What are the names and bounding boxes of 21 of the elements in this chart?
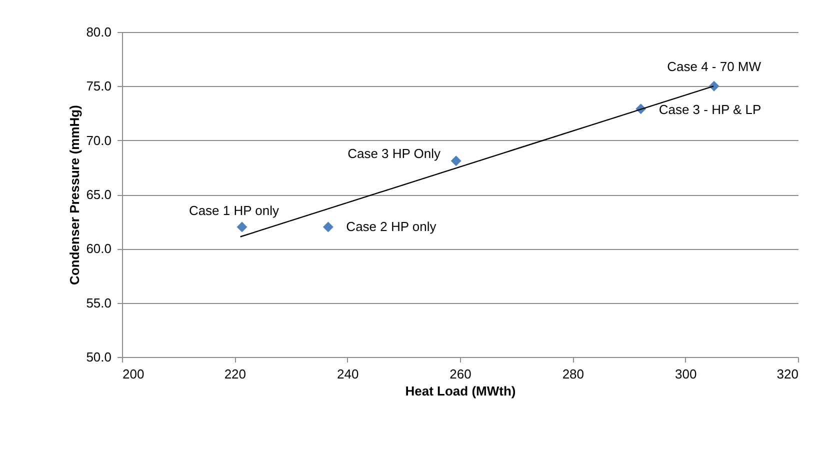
annotation: Case 1 HP only bbox=[188, 203, 280, 218]
y-tick-label: 65.0 bbox=[86, 187, 112, 202]
annotation: Case 3 - HP & LP bbox=[658, 102, 762, 117]
y-tick-label: 60.0 bbox=[86, 241, 112, 256]
x-tick-label: 280 bbox=[562, 366, 584, 382]
annotation: Case 2 HP only bbox=[346, 219, 437, 234]
x-axis-title: Heat Load (MWth) bbox=[405, 384, 516, 398]
annotation: Case 3 HP Only bbox=[348, 146, 442, 161]
x-tick-label: 260 bbox=[450, 366, 472, 382]
y-tick-label: 75.0 bbox=[86, 78, 112, 94]
y-axis-title: Condenser Pressure (mmHg) bbox=[67, 105, 82, 285]
annotation: Case 4 - 70 MW bbox=[667, 59, 762, 74]
x-tick-label: 320 bbox=[776, 366, 798, 382]
x-tick-label: 300 bbox=[674, 366, 697, 382]
x-tick-label: 200 bbox=[122, 366, 144, 382]
y-tick-label: 80.0 bbox=[86, 24, 112, 40]
y-tick-label: 55.0 bbox=[86, 295, 112, 310]
y-tick-label: 70.0 bbox=[86, 132, 112, 148]
x-tick-label: 220 bbox=[224, 366, 246, 382]
x-tick-label: 240 bbox=[336, 366, 359, 382]
y-tick-label: 50.0 bbox=[86, 350, 112, 364]
